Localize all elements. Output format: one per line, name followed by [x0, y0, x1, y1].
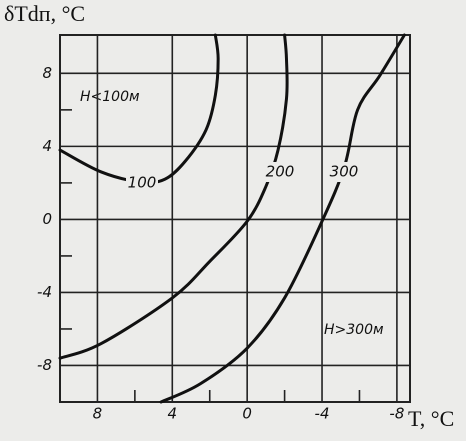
y-tick-label: 4: [42, 137, 52, 155]
curve-label: 300: [330, 163, 359, 181]
y-tick-label: 0: [42, 210, 52, 228]
x-tick-label: -4: [315, 405, 330, 423]
annotation: H<100м: [80, 89, 140, 105]
annotation: H>300м: [324, 322, 384, 338]
curve: [58, 33, 220, 185]
curve: [58, 33, 289, 360]
curve-label: 200: [266, 163, 295, 181]
y-tick-label: -8: [37, 356, 52, 374]
x-tick-label: 0: [242, 405, 252, 423]
curve: [159, 33, 406, 404]
y-tick-label: 8: [42, 64, 52, 82]
x-tick-label: -8: [389, 405, 404, 423]
x-axis-label: T, °C: [408, 406, 454, 431]
plot-frame: [59, 34, 411, 403]
y-axis-label: δTdп, °C: [4, 1, 85, 26]
curve-label-bg: [328, 162, 360, 182]
y-tick-label: -4: [37, 283, 52, 301]
curve-label: 100: [128, 174, 157, 192]
curve-label-bg: [126, 173, 158, 193]
curve-label-bg: [264, 162, 296, 182]
x-tick-label: 4: [168, 405, 178, 423]
x-tick-label: 8: [93, 405, 103, 423]
